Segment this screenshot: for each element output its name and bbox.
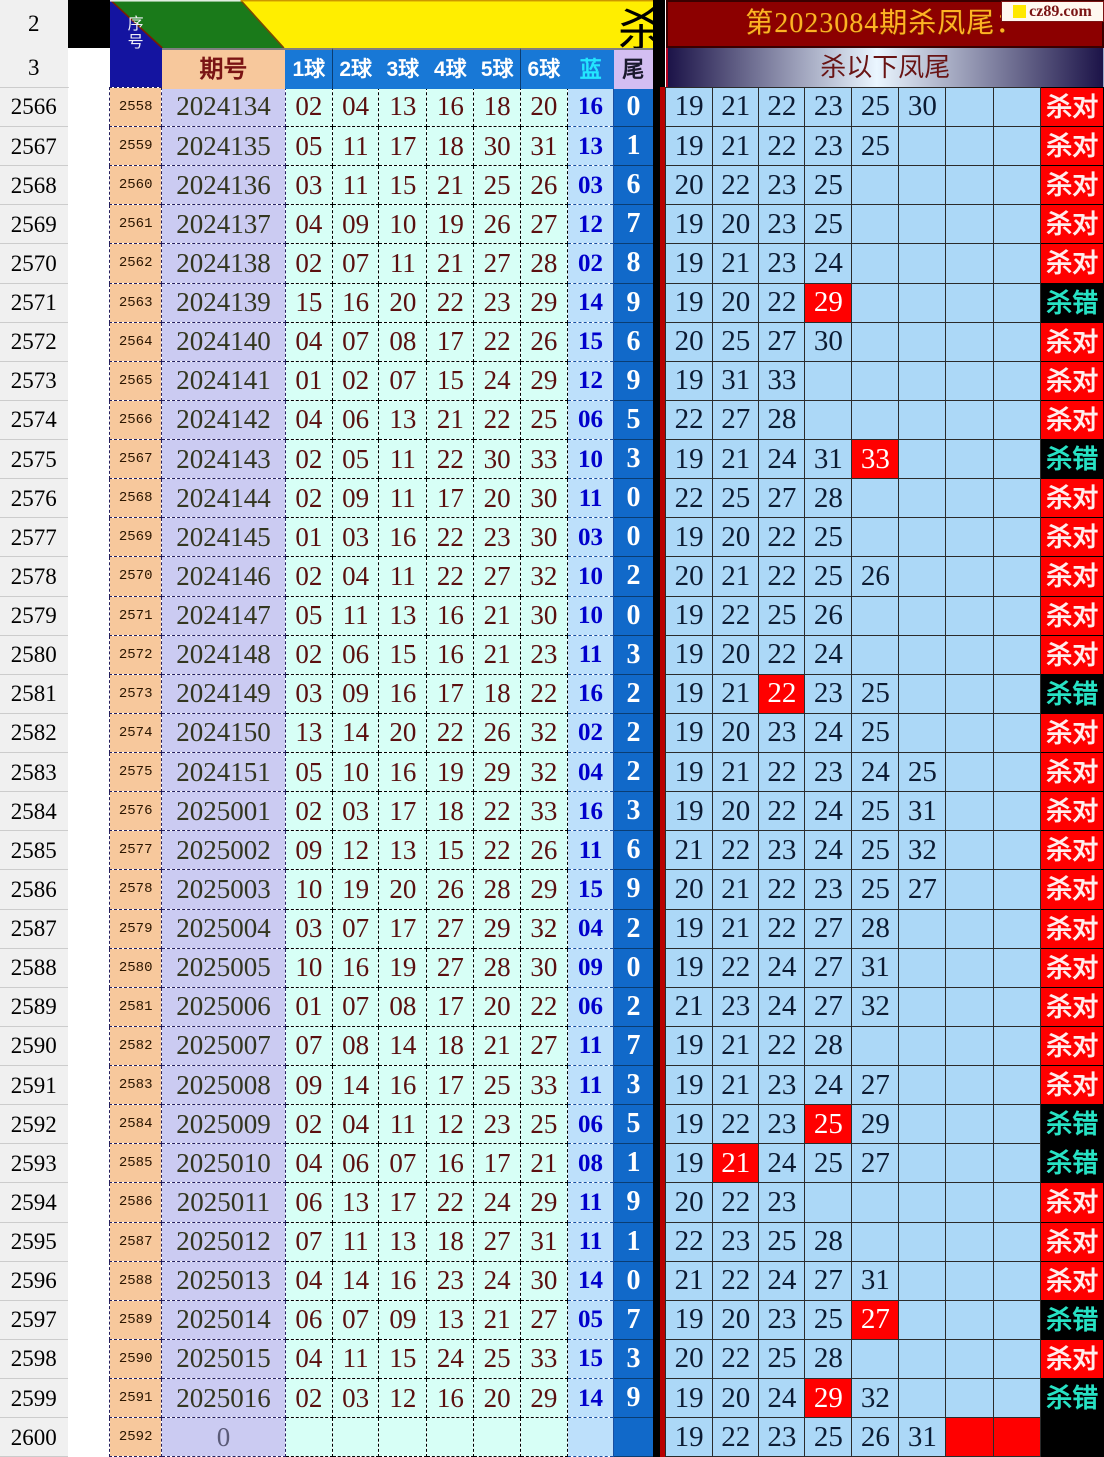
svg-text:杀: 杀 [618,4,653,48]
